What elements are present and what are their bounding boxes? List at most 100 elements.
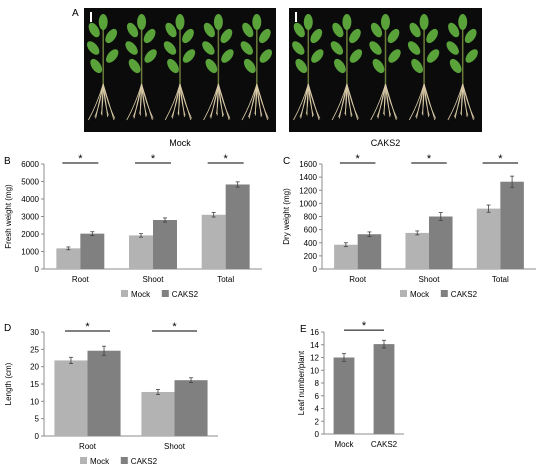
significance-marker: * [172, 321, 177, 333]
plant-leaf [426, 28, 438, 44]
plant [407, 14, 440, 121]
legend-label: Mock [131, 290, 151, 299]
x-tick-label: Root [72, 275, 90, 284]
bar [357, 234, 382, 269]
plant-leaf [295, 58, 308, 74]
plant-leaf [446, 41, 459, 55]
plant-leaf [349, 49, 363, 63]
significance-marker: * [362, 320, 367, 332]
significance-marker: * [356, 153, 361, 165]
bar [201, 214, 226, 269]
legend-swatch [121, 290, 128, 297]
y-tick-label: 1000 [299, 199, 317, 208]
plant-leaf [258, 28, 271, 44]
x-tick-label: Root [349, 275, 367, 284]
plant-leaf [293, 22, 305, 38]
plant [125, 14, 157, 121]
plant-leaf [465, 49, 478, 63]
plant-root [256, 83, 268, 121]
y-tick-label: 1000 [21, 248, 39, 257]
x-tick-label: Mock [334, 440, 354, 449]
plant-leaf [409, 22, 421, 38]
legend-label: CAKS2 [131, 457, 158, 466]
plant-leaf [88, 22, 100, 38]
legend-swatch [440, 290, 448, 297]
plant-leaf [221, 49, 234, 63]
x-tick-label: Total [217, 275, 234, 284]
plant-leaf [143, 28, 156, 44]
plant-root [307, 83, 314, 118]
plant-leaf [426, 49, 440, 63]
plant-root [102, 83, 108, 118]
chart-dry-weight: 0 200 400 600 800 1000 1200 1400 1600 Dry weight … [282, 153, 536, 299]
plant-leaf [349, 28, 361, 44]
bar [54, 360, 88, 436]
bar [334, 244, 358, 269]
plant [163, 14, 196, 121]
plant-root [385, 83, 391, 118]
y-tick-label: 1400 [299, 173, 317, 182]
plant [240, 14, 272, 121]
plant-leaf [388, 49, 401, 63]
plant-root [423, 83, 429, 118]
plant-leaf [213, 14, 223, 30]
bar [174, 380, 208, 436]
x-tick-label: Shoot [419, 275, 441, 284]
y-tick-label: 6 [315, 392, 320, 401]
plant-root [462, 83, 468, 118]
plant-leaf [252, 14, 262, 30]
legend-label: Mock [410, 290, 430, 299]
bar [129, 235, 153, 269]
x-tick-label: Total [492, 275, 509, 284]
y-tick-label: 2 [315, 417, 320, 426]
x-tick-label: Shoot [143, 275, 165, 284]
bar [80, 233, 105, 269]
plant-leaf [240, 41, 253, 55]
plant-leaf [342, 14, 352, 30]
plant-leaf [372, 58, 385, 74]
plant-leaf [167, 58, 179, 74]
plant-leaf [411, 58, 423, 74]
plant-leaf [105, 28, 118, 44]
chart-length: 0 5 10 15 20 25 30 Length (cm) Root Shoot * * Mock CA… [4, 321, 218, 466]
plant-leaf [407, 41, 421, 55]
y-tick-label: 12 [310, 354, 319, 363]
bar [373, 344, 395, 434]
bar [56, 248, 81, 269]
bar [476, 208, 501, 269]
y-tick-label: 3000 [21, 213, 39, 222]
plant-leaf [182, 49, 196, 63]
plant-leaf [242, 22, 254, 38]
plant-leaf [458, 14, 468, 30]
x-tick-label: Root [79, 442, 97, 451]
y-axis-label: Length (cm) [4, 362, 13, 405]
plant-illustration [292, 14, 478, 121]
plant-leaf [387, 28, 400, 44]
plant-leaf [243, 58, 256, 74]
significance-marker: * [85, 321, 90, 333]
y-tick-label: 600 [304, 226, 318, 235]
y-axis-label: Dry weight (mg) [282, 188, 291, 245]
significance-marker: * [427, 153, 432, 165]
y-tick-label: 4 [315, 405, 320, 414]
y-tick-label: 15 [30, 380, 39, 389]
plant-root [346, 83, 359, 121]
plant-leaf [310, 28, 323, 44]
panel-label-a: A [72, 8, 79, 19]
y-tick-label: 2000 [21, 230, 39, 239]
bar [405, 232, 429, 269]
legend-swatch [161, 290, 169, 297]
plant-root [256, 83, 262, 118]
plant-root [346, 83, 352, 118]
x-tick-label: Shoot [164, 442, 186, 451]
chart-leaf-number: 0 2 4 6 8 10 12 14 16 Leaf number/plant Mock CAKS2 * [297, 320, 404, 449]
bar [87, 350, 121, 436]
plant [202, 14, 234, 121]
bar [429, 216, 453, 269]
y-tick-label: 20 [30, 363, 39, 372]
plant-root [423, 83, 436, 121]
plant-leaf [334, 58, 346, 74]
y-tick-label: 14 [310, 341, 319, 350]
plant-leaf [165, 22, 177, 38]
significance-marker: * [78, 153, 83, 165]
